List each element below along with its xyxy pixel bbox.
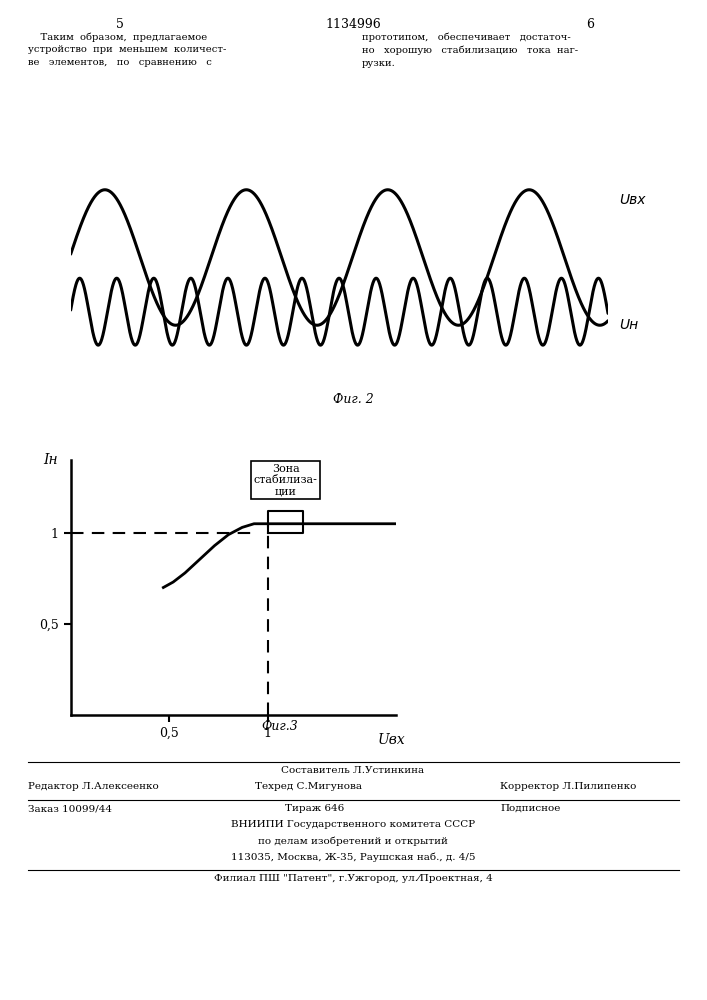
Text: Iн: Iн — [44, 453, 58, 467]
Text: 5: 5 — [116, 18, 124, 31]
Text: Техред С.Мигунова: Техред С.Мигунова — [255, 782, 362, 791]
Text: Корректор Л.Пилипенко: Корректор Л.Пилипенко — [500, 782, 636, 791]
Text: 113035, Москва, Ж-35, Раушская наб., д. 4/5: 113035, Москва, Ж-35, Раушская наб., д. … — [230, 852, 475, 861]
Text: Тираж 646: Тираж 646 — [285, 804, 344, 813]
Text: по делам изобретений и открытий: по делам изобретений и открытий — [258, 836, 448, 846]
Text: 1134996: 1134996 — [325, 18, 381, 31]
Text: Фиг. 2: Фиг. 2 — [332, 393, 373, 406]
Text: Составитель Л.Устинкина: Составитель Л.Устинкина — [281, 766, 425, 775]
Text: Uн: Uн — [619, 318, 638, 332]
Text: 6: 6 — [586, 18, 594, 31]
Text: Подписное: Подписное — [500, 804, 561, 813]
Text: ВНИИПИ Государственного комитета СССР: ВНИИПИ Государственного комитета СССР — [231, 820, 475, 829]
Text: Таким  образом,  предлагаемое
устройство  при  меньшем  количест-
ве   элементов: Таким образом, предлагаемое устройство п… — [28, 32, 226, 67]
Text: Редактор Л.Алексеенко: Редактор Л.Алексеенко — [28, 782, 159, 791]
Text: Uвх: Uвх — [619, 193, 645, 207]
Text: Uвх: Uвх — [378, 733, 406, 747]
Text: 3она
стабилиза-
ции: 3она стабилиза- ции — [254, 464, 317, 497]
Text: Филиал ПШ "Патент", г.Ужгород, ул.⁄Проектная, 4: Филиал ПШ "Патент", г.Ужгород, ул.⁄Проек… — [214, 874, 492, 883]
Text: Заказ 10099/44: Заказ 10099/44 — [28, 804, 112, 813]
Text: Фиг.3: Фиг.3 — [262, 720, 298, 733]
Text: прототипом,   обеспечивает   достаточ-
но   хорошую   стабилизацию   тока  наг-
: прототипом, обеспечивает достаточ- но хо… — [362, 32, 578, 68]
